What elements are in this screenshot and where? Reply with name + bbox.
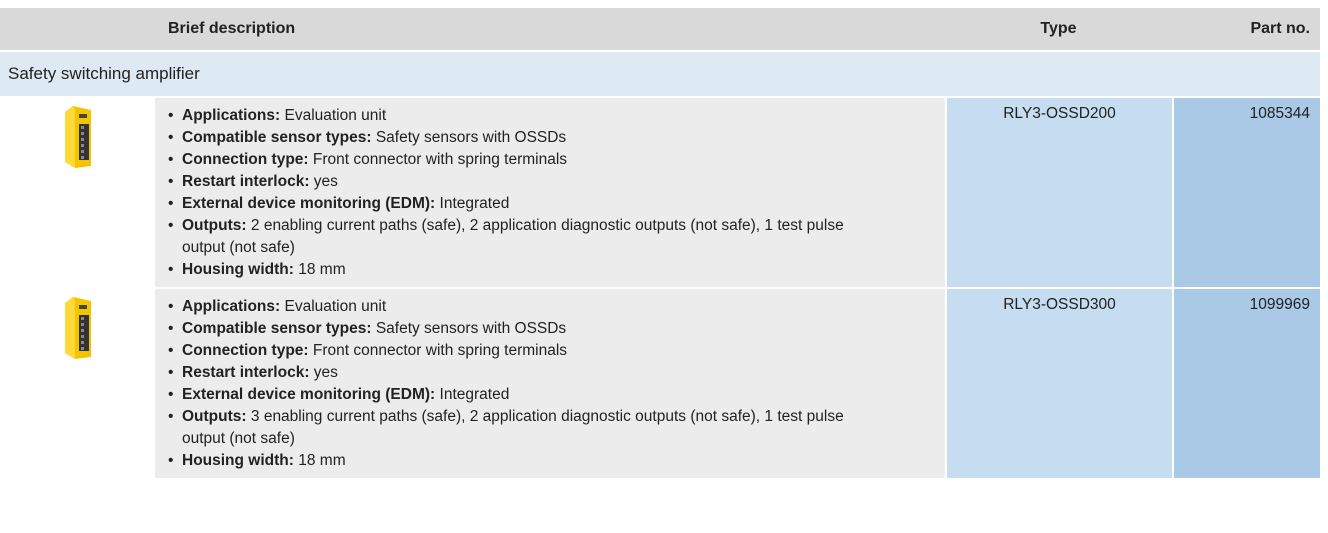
type-cell: RLY3-OSSD200: [945, 98, 1172, 287]
feature-label: Housing width:: [182, 452, 294, 469]
product-row: Applications: Evaluation unitCompatible …: [0, 289, 1320, 478]
feature-item: Housing width: 18 mm: [168, 450, 888, 472]
description-cell: Applications: Evaluation unitCompatible …: [155, 98, 945, 287]
feature-item: Housing width: 18 mm: [168, 259, 888, 281]
feature-item: Restart interlock: yes: [168, 171, 888, 193]
feature-label: Connection type:: [182, 151, 309, 168]
product-image: [64, 106, 91, 168]
image-cell: [0, 98, 155, 287]
feature-label: Compatible sensor types:: [182, 129, 372, 146]
feature-label: Compatible sensor types:: [182, 320, 372, 337]
feature-label: Restart interlock:: [182, 364, 310, 381]
feature-text: Safety sensors with OSSDs: [375, 129, 567, 146]
feature-item: Outputs: 3 enabling current paths (safe)…: [168, 406, 888, 450]
feature-item: Applications: Evaluation unit: [168, 105, 888, 127]
feature-text: 2 enabling current paths (safe), 2 appli…: [182, 217, 844, 256]
feature-label: External device monitoring (EDM):: [182, 386, 436, 403]
product-row: Applications: Evaluation unitCompatible …: [0, 98, 1320, 287]
feature-text: Integrated: [439, 386, 510, 403]
feature-item: External device monitoring (EDM): Integr…: [168, 193, 888, 215]
feature-item: Connection type: Front connector with sp…: [168, 340, 888, 362]
feature-item: External device monitoring (EDM): Integr…: [168, 384, 888, 406]
feature-label: Applications:: [182, 298, 281, 315]
feature-text: 18 mm: [298, 452, 346, 469]
description-cell: Applications: Evaluation unitCompatible …: [155, 289, 945, 478]
feature-label: Outputs:: [182, 408, 247, 425]
part-no-cell: 1085344: [1172, 98, 1320, 287]
feature-list: Applications: Evaluation unitCompatible …: [168, 296, 888, 472]
feature-label: Restart interlock:: [182, 173, 310, 190]
feature-text: 3 enabling current paths (safe), 2 appli…: [182, 408, 844, 447]
feature-text: Front connector with spring terminals: [312, 151, 568, 168]
feature-label: Connection type:: [182, 342, 309, 359]
feature-label: Housing width:: [182, 261, 294, 278]
part-no-cell: 1099969: [1172, 289, 1320, 478]
feature-item: Compatible sensor types: Safety sensors …: [168, 127, 888, 149]
feature-item: Outputs: 2 enabling current paths (safe)…: [168, 215, 888, 259]
feature-item: Connection type: Front connector with sp…: [168, 149, 888, 171]
product-image: [64, 297, 91, 359]
feature-label: Outputs:: [182, 217, 247, 234]
feature-item: Restart interlock: yes: [168, 362, 888, 384]
feature-item: Compatible sensor types: Safety sensors …: [168, 318, 888, 340]
feature-text: Evaluation unit: [284, 298, 387, 315]
image-cell: [0, 289, 155, 478]
feature-text: Evaluation unit: [284, 107, 387, 124]
header-description: Brief description: [168, 20, 296, 37]
feature-item: Applications: Evaluation unit: [168, 296, 888, 318]
feature-text: Integrated: [439, 195, 510, 212]
type-cell: RLY3-OSSD300: [945, 289, 1172, 478]
header-row: Brief description Type Part no.: [0, 8, 1320, 50]
header-part-no: Part no.: [1250, 20, 1310, 37]
section-row: Safety switching amplifier: [0, 52, 1320, 96]
header-type: Type: [1040, 20, 1077, 37]
table: Brief description Type Part no. Safety s…: [0, 8, 1320, 478]
feature-label: Applications:: [182, 107, 281, 124]
feature-text: yes: [313, 364, 338, 381]
feature-text: Front connector with spring terminals: [312, 342, 568, 359]
header-image: [0, 8, 155, 50]
feature-text: yes: [313, 173, 338, 190]
feature-label: External device monitoring (EDM):: [182, 195, 436, 212]
feature-text: Safety sensors with OSSDs: [375, 320, 567, 337]
feature-list: Applications: Evaluation unitCompatible …: [168, 105, 888, 281]
feature-text: 18 mm: [298, 261, 346, 278]
